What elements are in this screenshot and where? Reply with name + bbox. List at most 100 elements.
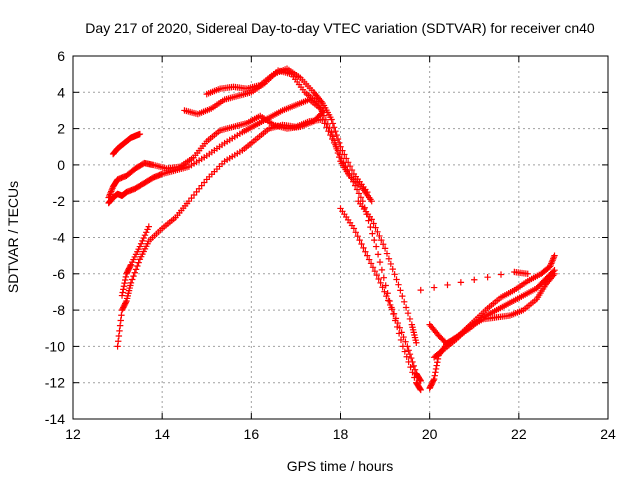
data-point — [383, 292, 390, 300]
data-point — [350, 178, 357, 185]
data-point — [372, 224, 379, 231]
data-point — [330, 139, 338, 147]
data-point — [127, 262, 134, 270]
data-point — [551, 270, 558, 277]
data-point — [116, 322, 124, 329]
data-point — [122, 273, 130, 281]
data-point — [375, 275, 382, 283]
series-track-6 — [114, 116, 424, 394]
data-point — [416, 376, 424, 384]
data-point — [141, 231, 149, 239]
data-point — [334, 147, 342, 154]
data-point — [344, 166, 351, 174]
data-point — [406, 315, 414, 323]
data-point — [332, 143, 340, 150]
data-point — [342, 162, 349, 170]
x-axis-label: GPS time / hours — [287, 458, 394, 474]
y-tick-label: 6 — [57, 48, 65, 64]
series-track-8 — [337, 205, 424, 385]
y-tick-label: -6 — [53, 266, 66, 282]
data-point — [329, 120, 337, 127]
data-point — [471, 276, 478, 283]
y-tick-label: 2 — [57, 121, 65, 137]
data-point — [400, 333, 407, 341]
data-point — [140, 234, 147, 242]
data-point — [368, 216, 375, 223]
data-point — [373, 271, 381, 279]
data-point — [348, 174, 355, 182]
data-point — [118, 312, 125, 319]
data-point — [321, 120, 328, 127]
data-point — [319, 116, 326, 123]
data-point — [323, 124, 330, 131]
data-point — [118, 292, 126, 299]
data-point — [362, 248, 369, 255]
data-point — [404, 343, 411, 350]
data-point — [364, 188, 371, 196]
data-point — [406, 350, 414, 358]
data-point — [400, 298, 408, 306]
x-tick-label: 14 — [154, 426, 170, 442]
data-point — [374, 251, 382, 258]
data-point — [327, 131, 334, 139]
y-tick-label: -10 — [45, 338, 65, 354]
data-point — [392, 315, 400, 322]
data-point — [430, 284, 438, 291]
data-point — [404, 310, 412, 317]
data-point — [398, 329, 405, 336]
x-tick-label: 24 — [600, 426, 616, 442]
data-point — [369, 264, 377, 271]
data-point — [122, 276, 129, 284]
data-point — [360, 244, 367, 252]
data-point — [332, 127, 339, 135]
data-point — [132, 266, 140, 273]
data-point — [377, 279, 384, 287]
data-point — [380, 274, 388, 281]
data-point — [434, 359, 441, 366]
data-point — [136, 130, 144, 138]
series-track-9 — [355, 198, 420, 346]
data-point — [144, 226, 151, 233]
data-point — [430, 375, 438, 383]
data-point — [381, 288, 388, 295]
data-point — [378, 266, 386, 274]
data-point — [355, 190, 363, 197]
data-point — [354, 233, 361, 240]
data-point — [320, 112, 328, 119]
data-point — [457, 279, 465, 286]
data-point — [497, 271, 505, 278]
data-point — [417, 377, 424, 385]
data-point — [351, 182, 359, 189]
data-point — [387, 260, 395, 268]
data-point — [372, 243, 380, 250]
data-point — [393, 276, 400, 283]
data-point — [364, 252, 371, 259]
data-point — [417, 386, 424, 394]
data-point — [353, 186, 361, 193]
x-tick-label: 12 — [65, 426, 81, 442]
data-point — [399, 292, 406, 300]
data-point — [115, 332, 123, 340]
data-point — [389, 265, 396, 273]
data-point — [334, 135, 342, 143]
plot-frame — [72, 55, 609, 420]
data-point — [114, 343, 121, 350]
data-point — [131, 269, 138, 276]
series-track-13 — [417, 268, 531, 294]
data-point — [385, 255, 393, 262]
data-point — [340, 159, 347, 166]
data-point — [402, 304, 410, 311]
data-point — [410, 362, 417, 370]
data-point — [328, 116, 335, 123]
data-point — [388, 306, 396, 313]
data-point — [365, 217, 372, 224]
data-point — [117, 317, 124, 324]
x-tick-label: 16 — [244, 426, 260, 442]
data-point — [328, 129, 335, 136]
data-point — [524, 270, 531, 277]
data-point — [433, 362, 440, 369]
data-point — [120, 283, 128, 290]
data-point — [409, 358, 416, 366]
data-point — [395, 281, 402, 288]
data-point — [318, 108, 326, 115]
